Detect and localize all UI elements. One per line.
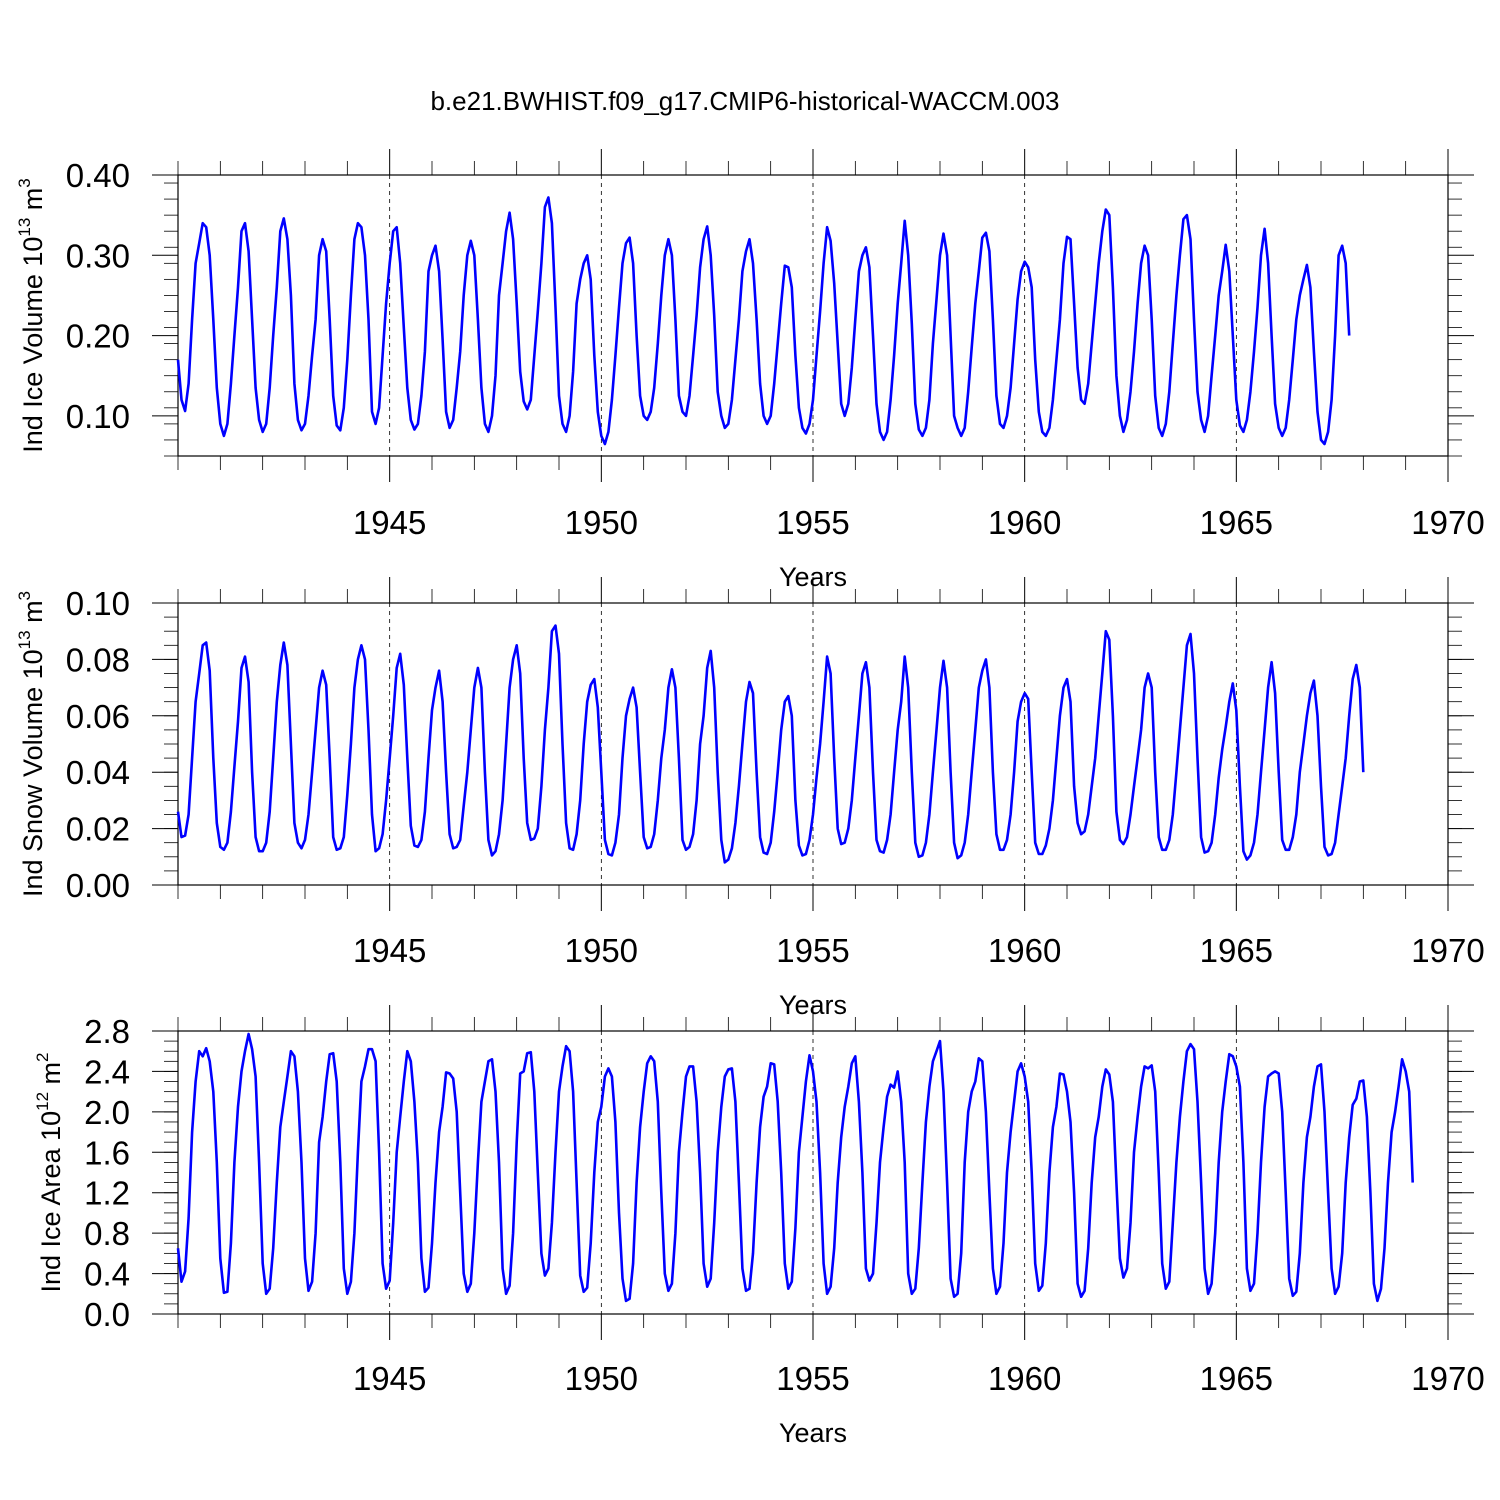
x-tick-label: 1960: [988, 504, 1061, 541]
x-tick-label: 1965: [1200, 504, 1273, 541]
y-tick-label: 0.04: [66, 754, 130, 791]
x-axis-label: Years: [779, 1418, 847, 1448]
series-line: [176, 196, 1351, 446]
plot-frame: [177, 174, 1449, 457]
x-tick-label: 1965: [1200, 1360, 1273, 1397]
x-tick-label: 1960: [988, 1360, 1061, 1397]
x-tick-label: 1960: [988, 932, 1061, 969]
y-tick-label: 0.30: [66, 237, 130, 274]
x-tick-label: 1945: [353, 504, 426, 541]
y-tick-label: 2.4: [84, 1053, 130, 1090]
x-tick-label: 1955: [776, 1360, 849, 1397]
x-tick-label: 1970: [1411, 932, 1484, 969]
y-tick-label: 0.20: [66, 318, 130, 355]
y-tick-label: 2.0: [84, 1094, 130, 1131]
y-tick-label: 0.4: [84, 1256, 130, 1293]
x-tick-label: 1970: [1411, 504, 1484, 541]
y-tick-label: 2.8: [84, 1013, 130, 1050]
x-tick-label: 1945: [353, 1360, 426, 1397]
x-tick-label: 1950: [565, 504, 638, 541]
y-tick-label: 0.40: [66, 157, 130, 194]
x-tick-label: 1955: [776, 932, 849, 969]
x-tick-label: 1970: [1411, 1360, 1484, 1397]
y-tick-label: 1.6: [84, 1134, 130, 1171]
y-axis-label: Ind Snow Volume 1013 m3: [15, 591, 48, 897]
y-axis-label: Ind Ice Area 1012 m2: [33, 1052, 66, 1292]
plot-frame: [177, 602, 1449, 886]
figure-title: b.e21.BWHIST.f09_g17.CMIP6-historical-WA…: [430, 86, 1059, 116]
x-tick-label: 1950: [565, 932, 638, 969]
y-axis-label: Ind Ice Volume 1013 m3: [15, 178, 48, 453]
y-tick-label: 0.0: [84, 1296, 130, 1333]
x-tick-label: 1955: [776, 504, 849, 541]
plot-frame: [177, 1030, 1449, 1315]
x-tick-label: 1965: [1200, 932, 1273, 969]
y-tick-label: 0.08: [66, 641, 130, 678]
y-tick-label: 0.10: [66, 585, 130, 622]
x-tick-label: 1945: [353, 932, 426, 969]
series-line: [176, 1032, 1414, 1303]
y-tick-label: 1.2: [84, 1175, 130, 1212]
chart-panel-3: 0.00.4 0.81.2 1.62.0 2.42.8 1945 1950 1955 1960…: [33, 1005, 1485, 1448]
y-tick-label: 0.8: [84, 1215, 130, 1252]
chart-panel-2: 0.00 0.02 0.04 0.06 0.08 0.10 1945 1950 1955 1960…: [15, 577, 1485, 1020]
y-tick-label: 0.06: [66, 698, 130, 735]
x-tick-label: 1950: [565, 1360, 638, 1397]
y-tick-label: 0.02: [66, 811, 130, 848]
y-tick-label: 0.10: [66, 398, 130, 435]
chart-panel-1: 0.10 0.20 0.30 0.40 1945 1950 1955 1960 1965 1970…: [15, 149, 1485, 592]
y-tick-label: 0.00: [66, 867, 130, 904]
panels: 0.10 0.20 0.30 0.40 1945 1950 1955 1960 1965 1970…: [15, 149, 1485, 1448]
series-line: [176, 624, 1365, 864]
